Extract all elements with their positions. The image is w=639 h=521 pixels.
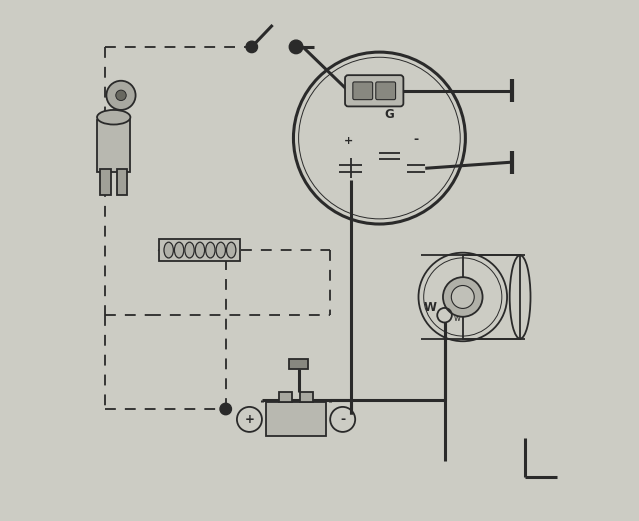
Ellipse shape (216, 242, 226, 258)
Circle shape (107, 81, 135, 110)
Ellipse shape (196, 242, 204, 258)
Bar (97, 120, 130, 172)
Text: w: w (454, 314, 461, 324)
Text: -: - (340, 413, 345, 426)
Bar (159, 239, 240, 261)
Circle shape (246, 41, 258, 53)
Text: W: W (424, 301, 436, 314)
Circle shape (220, 403, 231, 415)
FancyBboxPatch shape (376, 82, 396, 100)
Bar (463, 255, 520, 339)
Text: -: - (413, 133, 419, 146)
Text: +: + (245, 413, 254, 426)
Circle shape (116, 90, 127, 101)
Text: +: + (344, 136, 353, 146)
Bar (117, 169, 127, 195)
Bar (279, 392, 293, 402)
Ellipse shape (97, 110, 130, 125)
Bar (100, 169, 111, 195)
Ellipse shape (226, 242, 236, 258)
Circle shape (443, 277, 482, 317)
Bar (289, 359, 308, 369)
FancyBboxPatch shape (345, 75, 403, 106)
Circle shape (451, 286, 474, 308)
Ellipse shape (164, 242, 173, 258)
Bar (300, 392, 313, 402)
Ellipse shape (206, 242, 215, 258)
Ellipse shape (174, 242, 184, 258)
FancyBboxPatch shape (353, 82, 373, 100)
Ellipse shape (185, 242, 194, 258)
Bar (266, 402, 326, 437)
Text: G: G (384, 108, 394, 121)
Circle shape (289, 40, 303, 54)
